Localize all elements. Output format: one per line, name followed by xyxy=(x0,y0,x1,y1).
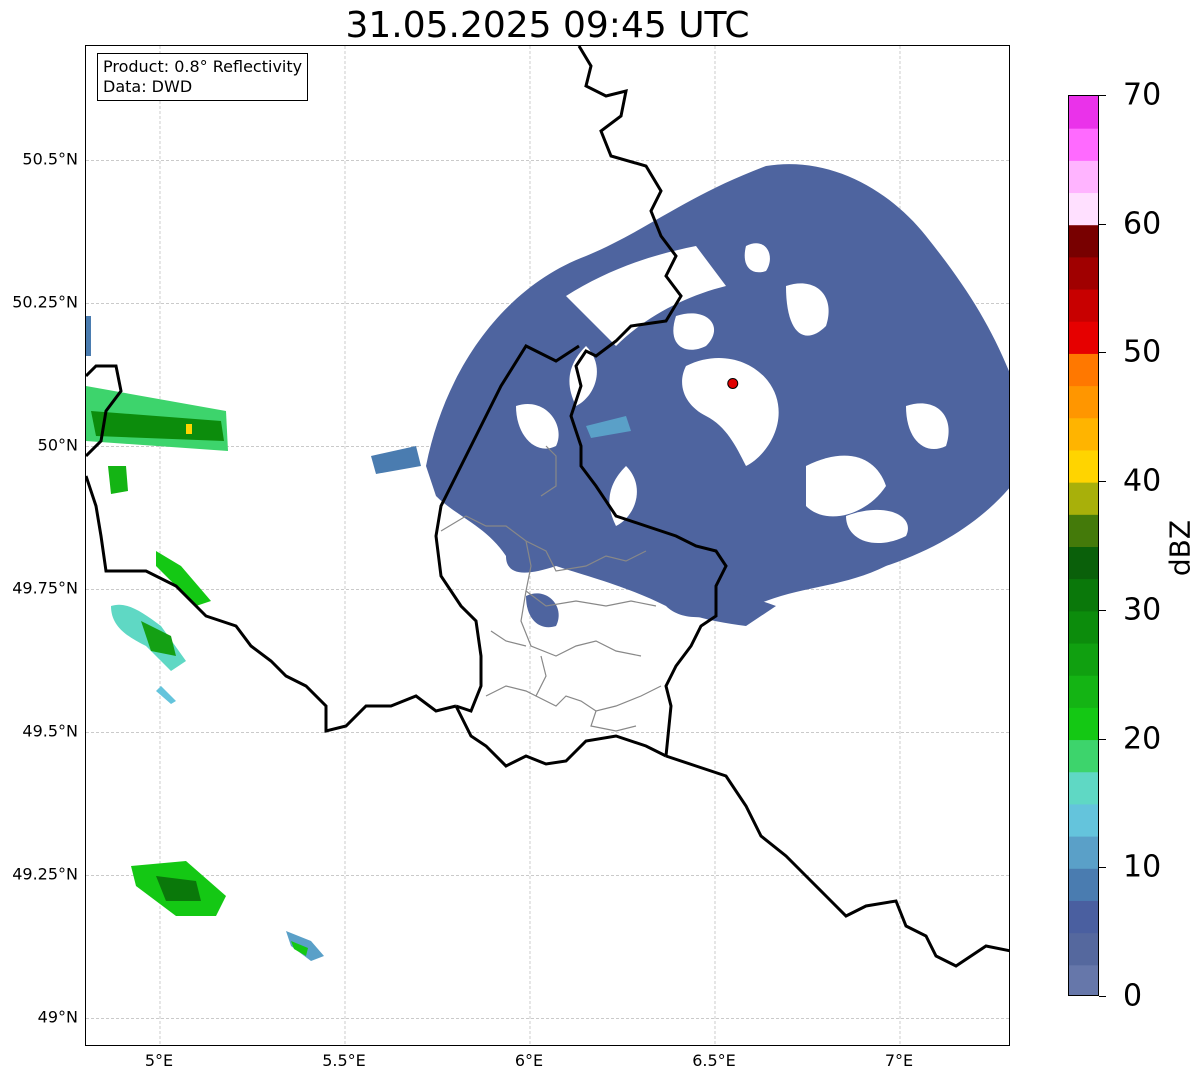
colorbar-segment xyxy=(1069,289,1098,322)
colorbar-segment xyxy=(1069,610,1098,644)
x-tick-label: 5°E xyxy=(144,1051,174,1070)
y-tick-label: 50°N xyxy=(37,435,78,455)
colorbar-tick-label: 0 xyxy=(1123,978,1143,1014)
colorbar-segment xyxy=(1069,803,1098,837)
x-tick-label: 6°E xyxy=(514,1051,544,1070)
colorbar-segment xyxy=(1069,707,1098,741)
colorbar-tick-mark xyxy=(1099,95,1106,96)
colorbar-tick-label: 40 xyxy=(1123,463,1162,499)
y-tick-label: 49°N xyxy=(37,1007,78,1027)
colorbar-segment xyxy=(1069,771,1098,805)
colorbar-segment xyxy=(1069,675,1098,708)
colorbar-segment xyxy=(1069,964,1098,995)
product-label: Product: 0.8° Reflectivity xyxy=(103,57,303,76)
colorbar-segment xyxy=(1069,739,1098,773)
colorbar-segment xyxy=(1069,321,1098,354)
country-borders xyxy=(86,46,1009,968)
x-tick-label: 6.5°E xyxy=(692,1051,736,1070)
x-tick-label: 7°E xyxy=(884,1051,914,1070)
colorbar-tick-mark xyxy=(1099,481,1106,483)
radar-site-marker[interactable] xyxy=(727,377,739,389)
data-source-label: Data: DWD xyxy=(103,77,193,96)
colorbar-tick-mark xyxy=(1099,738,1106,740)
colorbar-segment xyxy=(1069,578,1098,612)
colorbar-tick-mark xyxy=(1099,867,1106,869)
colorbar-label: dBZ xyxy=(1163,519,1197,577)
colorbar-segment xyxy=(1069,96,1098,129)
radar-map[interactable] xyxy=(85,45,1010,1046)
colorbar-gradient xyxy=(1069,96,1098,995)
colorbar-segment xyxy=(1069,514,1098,547)
y-tick-label: 49.25°N xyxy=(12,864,78,884)
colorbar-tick-label: 20 xyxy=(1123,721,1162,757)
y-tick-label: 49.75°N xyxy=(12,578,78,598)
radar-echo-west xyxy=(86,316,324,961)
y-tick-label: 50.5°N xyxy=(22,149,78,169)
colorbar-segment xyxy=(1069,160,1098,194)
colorbar xyxy=(1068,95,1099,996)
admin-borders xyxy=(440,445,662,732)
colorbar-segment xyxy=(1069,417,1098,451)
colorbar-segment xyxy=(1069,900,1098,934)
radar-echo-main xyxy=(371,164,1009,628)
colorbar-segment xyxy=(1069,643,1098,676)
colorbar-segment xyxy=(1069,256,1098,290)
x-tick-label: 5.5°E xyxy=(322,1051,366,1070)
y-tick-label: 50.25°N xyxy=(12,292,78,312)
colorbar-segment xyxy=(1069,192,1098,226)
colorbar-segment xyxy=(1069,353,1098,387)
colorbar-segment xyxy=(1069,932,1098,966)
colorbar-segment xyxy=(1069,482,1098,515)
map-title: 31.05.2025 09:45 UTC xyxy=(345,5,750,46)
info-box: Product: 0.8° Reflectivity Data: DWD xyxy=(97,53,309,101)
colorbar-tick-label: 50 xyxy=(1123,334,1162,370)
colorbar-tick-label: 10 xyxy=(1123,849,1162,885)
colorbar-segment xyxy=(1069,546,1098,580)
colorbar-tick-mark xyxy=(1099,352,1106,354)
colorbar-tick-label: 60 xyxy=(1123,206,1162,242)
colorbar-tick-mark xyxy=(1099,609,1106,611)
y-tick-label: 49.5°N xyxy=(22,721,78,741)
map-canvas xyxy=(86,46,1009,1045)
colorbar-tick-label: 30 xyxy=(1123,592,1162,628)
colorbar-tick-mark xyxy=(1099,223,1106,225)
colorbar-segment xyxy=(1069,449,1098,483)
colorbar-segment xyxy=(1069,385,1098,419)
colorbar-segment xyxy=(1069,224,1098,258)
colorbar-segment xyxy=(1069,868,1098,901)
colorbar-segment xyxy=(1069,128,1098,161)
colorbar-tick-mark xyxy=(1099,996,1106,997)
colorbar-segment xyxy=(1069,836,1098,869)
colorbar-tick-label: 70 xyxy=(1123,77,1162,113)
